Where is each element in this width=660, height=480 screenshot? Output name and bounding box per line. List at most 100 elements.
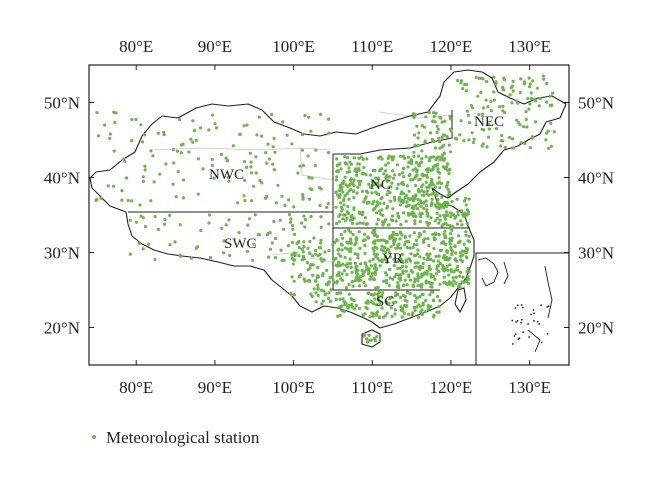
- station-dot: [464, 203, 468, 207]
- station-dot: [270, 241, 274, 245]
- station-dot: [368, 277, 372, 281]
- station-dot: [409, 259, 413, 263]
- island-dot: [530, 313, 532, 316]
- station-dot: [179, 151, 183, 155]
- station-dot: [391, 169, 395, 173]
- station-dot: [375, 234, 379, 239]
- station-dot: [380, 306, 384, 310]
- station-dot: [511, 79, 515, 83]
- station-dot: [526, 97, 530, 101]
- station-dot: [191, 119, 195, 123]
- station-dot: [433, 146, 438, 150]
- station-dot: [120, 189, 124, 193]
- station-dot: [321, 299, 326, 303]
- station-dot: [207, 128, 211, 132]
- station-dot: [404, 269, 408, 273]
- station-dot: [384, 169, 388, 173]
- station-dot: [463, 196, 468, 200]
- station-dot: [272, 136, 276, 140]
- station-dot: [405, 260, 409, 264]
- station-dot: [365, 265, 369, 269]
- station-dot: [108, 136, 112, 140]
- station-dot: [343, 175, 347, 179]
- station-dot: [340, 243, 344, 247]
- y-tick-label-right: 20°N: [578, 319, 614, 338]
- station-dot: [420, 211, 424, 216]
- station-dot: [479, 90, 483, 94]
- station-dot: [337, 189, 342, 193]
- station-dot: [350, 215, 354, 219]
- station-dot: [457, 240, 461, 244]
- station-dot: [510, 137, 515, 141]
- station-dot: [423, 271, 427, 275]
- station-dot: [254, 155, 258, 159]
- station-dot: [403, 298, 407, 302]
- station-dot: [329, 288, 333, 292]
- station-dot: [179, 254, 183, 258]
- station-dot: [141, 175, 145, 179]
- station-dot: [286, 244, 290, 248]
- station-dot: [323, 250, 327, 254]
- station-dot: [354, 173, 359, 177]
- station-dot: [376, 310, 380, 314]
- station-dot: [399, 223, 403, 227]
- station-dot: [368, 315, 372, 319]
- station-dot: [430, 290, 434, 294]
- station-dot: [421, 266, 425, 270]
- station-dot: [245, 123, 249, 127]
- station-dot: [410, 161, 414, 166]
- station-dot: [464, 255, 468, 259]
- station-dot: [376, 217, 380, 222]
- station-dot: [393, 308, 397, 312]
- station-dot: [377, 295, 381, 299]
- station-dot: [412, 212, 416, 216]
- station-dot: [265, 161, 269, 165]
- station-dot: [356, 185, 360, 189]
- island-dot: [516, 304, 519, 307]
- station-dot: [399, 308, 403, 312]
- station-dot: [168, 243, 172, 247]
- station-dot: [314, 300, 318, 304]
- station-dot: [373, 263, 377, 267]
- station-dot: [318, 204, 322, 208]
- station-dot: [248, 151, 252, 155]
- station-dot: [413, 277, 417, 281]
- station-dot: [355, 222, 359, 226]
- station-dot: [384, 218, 388, 222]
- station-dot: [418, 233, 423, 237]
- station-dot: [549, 121, 553, 125]
- station-dot: [379, 212, 383, 216]
- station-dot: [130, 139, 134, 143]
- station-dot: [171, 182, 175, 186]
- island-dot: [520, 304, 523, 306]
- station-dot: [385, 179, 389, 183]
- station-dot: [459, 219, 463, 223]
- legend-label: Meteorological station: [106, 428, 260, 447]
- station-dot: [438, 158, 442, 162]
- axis-ticks: 80°E 80°E 90°E 90°E 100°E 100°E 110°E 110°E 120°…: [44, 37, 614, 397]
- station-dot: [415, 243, 419, 247]
- station-dot: [237, 231, 241, 235]
- station-dot: [386, 204, 390, 209]
- station-dot: [450, 252, 454, 256]
- station-dot: [268, 231, 272, 235]
- station-dot: [416, 188, 421, 192]
- station-dot: [355, 170, 359, 174]
- station-dot: [172, 161, 176, 165]
- station-dot: [354, 237, 358, 241]
- station-dot: [345, 192, 349, 196]
- station-dot: [427, 159, 431, 163]
- station-dot: [393, 275, 397, 279]
- station-dot: [303, 114, 307, 118]
- station-dot: [391, 301, 395, 305]
- station-dot: [440, 120, 444, 124]
- station-dot: [398, 203, 403, 207]
- station-dot: [375, 313, 379, 317]
- station-dot: [477, 113, 481, 117]
- station-dot: [340, 309, 344, 313]
- station-dot: [322, 258, 326, 262]
- station-dot: [368, 259, 372, 263]
- station-dot: [302, 214, 306, 218]
- station-dot: [364, 284, 368, 288]
- island-dot: [522, 331, 525, 333]
